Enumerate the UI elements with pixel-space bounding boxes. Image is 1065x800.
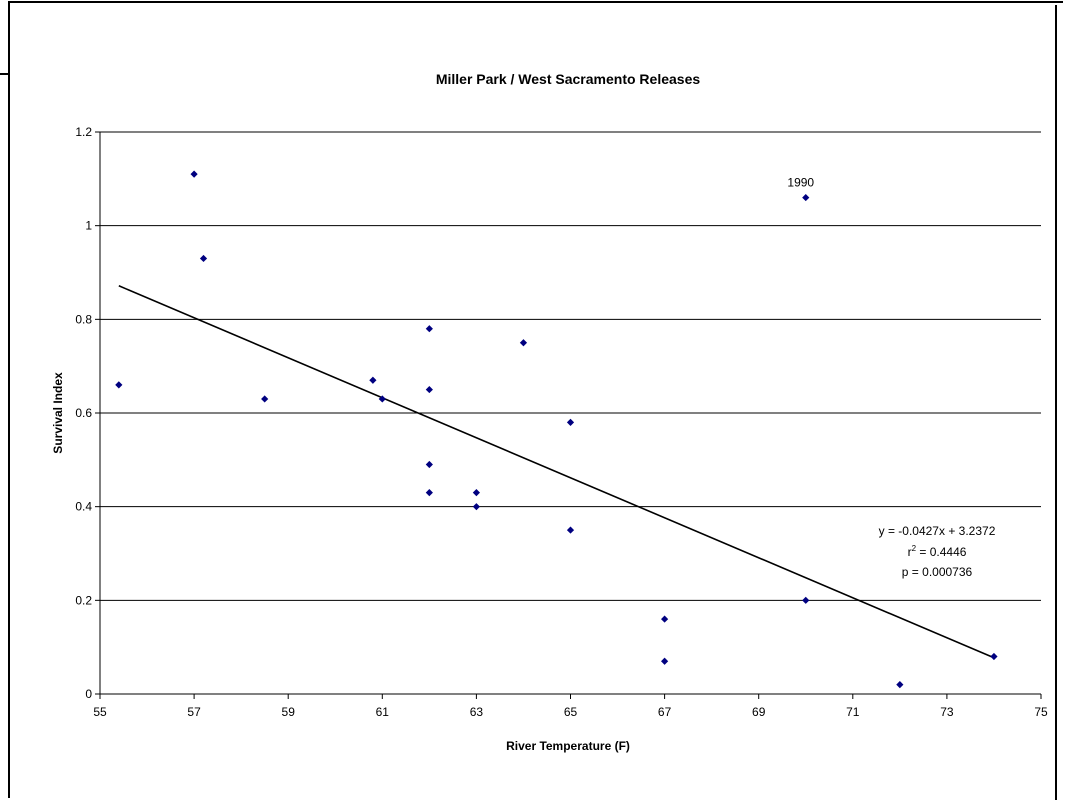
x-tick-label: 73	[940, 705, 954, 719]
data-point	[378, 395, 386, 403]
data-point	[115, 381, 123, 389]
y-tick-label: 0.4	[75, 500, 92, 514]
data-points	[115, 170, 998, 689]
frame-stub-vertical	[8, 73, 10, 103]
y-tick-label: 1.2	[75, 125, 92, 139]
data-point	[472, 489, 480, 497]
x-tick-label: 65	[564, 705, 578, 719]
data-point	[369, 376, 377, 384]
data-point	[425, 460, 433, 469]
y-tick-label: 0	[85, 687, 92, 701]
gridlines	[100, 131, 1041, 601]
chart-frame	[8, 1, 1063, 798]
x-axis-title: River Temperature (F)	[506, 739, 630, 753]
y-tick-label: 0.2	[75, 593, 92, 607]
data-point	[472, 503, 480, 511]
data-point	[190, 170, 198, 178]
x-tick-label: 67	[658, 705, 672, 719]
chart-title: Miller Park / West Sacramento Releases	[436, 71, 701, 87]
data-point	[661, 657, 669, 665]
data-point	[566, 418, 575, 426]
y-tick-label: 0.8	[75, 312, 92, 326]
data-point	[425, 385, 433, 394]
data-point	[661, 615, 669, 623]
trendline-p-value: p = 0.000736	[902, 565, 973, 579]
x-tick-label: 71	[846, 705, 860, 719]
y-tick-label: 0.6	[75, 406, 92, 420]
data-point	[425, 489, 433, 497]
x-tick-label: 61	[376, 705, 390, 719]
data-point	[199, 254, 208, 263]
y-tick-labels: 0 0.2 0.4 0.6 0.8 1 1.2	[75, 125, 92, 701]
data-point	[261, 395, 269, 403]
frame-stub	[0, 73, 9, 75]
x-tick-label: 55	[93, 705, 107, 719]
x-tick-labels: 55 57 59 61 63 65 67 69 71 73 75	[93, 705, 1048, 719]
x-tick-label: 59	[282, 705, 296, 719]
data-point	[990, 652, 998, 661]
y-axis-title: Survival Index	[51, 372, 65, 454]
x-tick-label: 75	[1034, 705, 1048, 719]
data-point	[896, 681, 904, 689]
x-tick-label: 63	[470, 705, 484, 719]
trendline-r-squared: r2 = 0.4446	[908, 544, 967, 559]
trendline-equation: y = -0.0427x + 3.2372	[879, 524, 996, 538]
chart-frame-right-edge	[1055, 5, 1057, 800]
y-tick-label: 1	[85, 219, 92, 233]
trendline	[118, 285, 995, 659]
data-point	[425, 325, 433, 333]
trendline-group	[118, 285, 995, 659]
axes	[95, 131, 1042, 699]
data-point	[566, 526, 575, 534]
data-point	[802, 596, 810, 604]
x-tick-label: 57	[187, 705, 201, 719]
data-point	[802, 193, 810, 202]
point-label-1990: 1990	[787, 176, 814, 190]
data-point	[519, 339, 528, 347]
x-tick-label: 69	[752, 705, 766, 719]
